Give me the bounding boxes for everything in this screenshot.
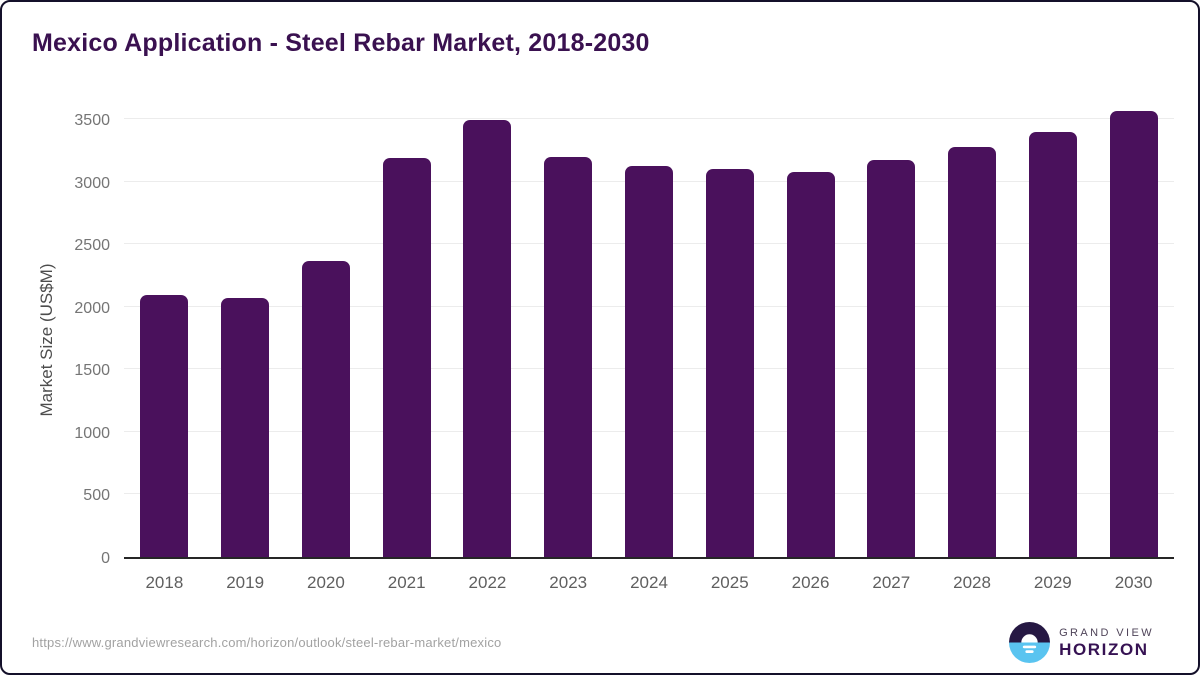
bar-2020 xyxy=(301,261,350,557)
x-axis-label-2020: 2020 xyxy=(307,573,345,592)
x-axis-label-2028: 2028 xyxy=(953,573,991,592)
x-axis-label-2023: 2023 xyxy=(549,573,588,592)
bar-2018 xyxy=(140,294,189,557)
brand-text: GRAND VIEW HORIZON xyxy=(1059,626,1154,659)
bar-2028 xyxy=(948,147,997,557)
y-tick-label-2500: 2500 xyxy=(74,237,110,255)
chart-title: Mexico Application - Steel Rebar Market,… xyxy=(32,29,650,57)
y-tick-label-2000: 2000 xyxy=(74,299,110,317)
x-axis-label-2026: 2026 xyxy=(791,573,830,592)
y-tick-label-1000: 1000 xyxy=(74,424,110,442)
x-axis-label-2027: 2027 xyxy=(872,573,911,592)
gridline-3500 xyxy=(124,118,1174,119)
x-axis-label-2024: 2024 xyxy=(630,573,668,592)
brand-name-bottom: HORIZON xyxy=(1059,640,1149,659)
plot-area xyxy=(124,110,1174,559)
bar-2021 xyxy=(382,158,431,557)
x-axis-label-2022: 2022 xyxy=(468,573,507,592)
brand-logo: GRAND VIEW HORIZON xyxy=(1009,622,1154,663)
y-tick-label-500: 500 xyxy=(83,487,110,505)
y-tick-label-3000: 3000 xyxy=(74,174,110,192)
bar-2027 xyxy=(867,160,916,557)
bar-2023 xyxy=(544,157,593,557)
source-url: https://www.grandviewresearch.com/horizo… xyxy=(32,635,502,650)
y-tick-label-3500: 3500 xyxy=(74,112,110,129)
x-axis-label-2021: 2021 xyxy=(387,573,426,592)
x-axis-label-2025: 2025 xyxy=(710,573,749,592)
horizon-sun-logo-icon xyxy=(1009,622,1051,663)
x-axis-labels: 2018 2019 2020 2021 2022 2023 2024 2025 2026 2027… xyxy=(124,573,1174,595)
x-axis-label-2030: 2030 xyxy=(1114,573,1153,592)
bar-2025 xyxy=(705,169,754,557)
brand-name-top: GRAND VIEW xyxy=(1059,627,1154,639)
x-axis-label-2029: 2029 xyxy=(1033,573,1072,592)
bar-2026 xyxy=(786,172,835,557)
x-axis-label-2019: 2019 xyxy=(226,573,265,592)
y-axis-ticks: 0 500 1000 1500 2000 2500 3000 3500 xyxy=(2,112,114,567)
bar-2029 xyxy=(1028,131,1077,557)
y-tick-label-1500: 1500 xyxy=(74,362,110,380)
bar-2024 xyxy=(625,165,673,557)
y-tick-label-0: 0 xyxy=(101,550,110,567)
bar-2030 xyxy=(1109,110,1158,557)
bar-2019 xyxy=(221,297,270,557)
bar-2022 xyxy=(463,119,512,557)
x-axis-label-2018: 2018 xyxy=(145,573,184,592)
